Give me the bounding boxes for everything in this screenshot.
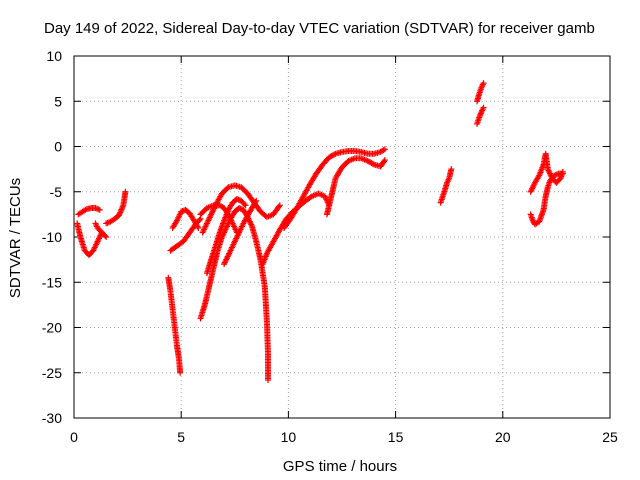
data-point-marker: [177, 369, 184, 376]
data-point-marker: [122, 188, 129, 195]
y-tick-label: -5: [50, 184, 63, 200]
data-point-marker: [559, 168, 566, 175]
data-points: [74, 80, 566, 383]
x-tick-label: 10: [281, 429, 297, 445]
data-point-marker: [265, 376, 272, 383]
y-axis-label: SDTVAR / TECUs: [7, 178, 24, 298]
data-point-marker: [381, 158, 388, 165]
data-point-marker: [95, 206, 102, 213]
x-axis-label: GPS time / hours: [283, 458, 397, 475]
y-tick-label: -15: [42, 274, 62, 290]
x-tick-label: 15: [388, 429, 404, 445]
tick-labels: 0 5 10 15 20 25 -30 -25 -20 -15 -10 -5 0 5 10: [42, 48, 618, 445]
data-point-marker: [196, 217, 203, 224]
data-point-marker: [276, 202, 283, 209]
data-point-marker: [96, 206, 103, 213]
x-tick-label: 25: [602, 429, 618, 445]
data-point-marker: [369, 160, 376, 167]
y-tick-label: 0: [54, 139, 62, 155]
x-tick-label: 0: [70, 429, 78, 445]
axis-ticks: [73, 55, 611, 419]
data-point-marker: [275, 203, 282, 210]
data-point-marker: [448, 166, 455, 173]
x-tick-label: 5: [177, 429, 185, 445]
y-tick-label: 5: [54, 93, 62, 109]
data-point-marker: [381, 157, 388, 164]
y-tick-label: -30: [42, 410, 62, 426]
data-point-marker: [93, 205, 100, 212]
chart-title: Day 149 of 2022, Sidereal Day-to-day VTE…: [44, 20, 595, 37]
data-point-marker: [102, 232, 109, 239]
y-tick-label: -25: [42, 365, 62, 381]
x-tick-label: 20: [495, 429, 511, 445]
data-point-marker: [480, 80, 487, 87]
y-tick-label: 10: [46, 48, 62, 64]
data-point-marker: [331, 151, 338, 158]
y-tick-label: -20: [42, 320, 62, 336]
data-point-marker: [242, 202, 249, 209]
data-point-marker: [241, 201, 248, 208]
data-point-marker: [381, 146, 388, 153]
grid-lines: [74, 56, 610, 418]
data-point-marker: [103, 234, 110, 240]
y-tick-label: -10: [42, 229, 62, 245]
data-point-marker: [195, 224, 202, 231]
data-point-marker: [480, 104, 487, 111]
